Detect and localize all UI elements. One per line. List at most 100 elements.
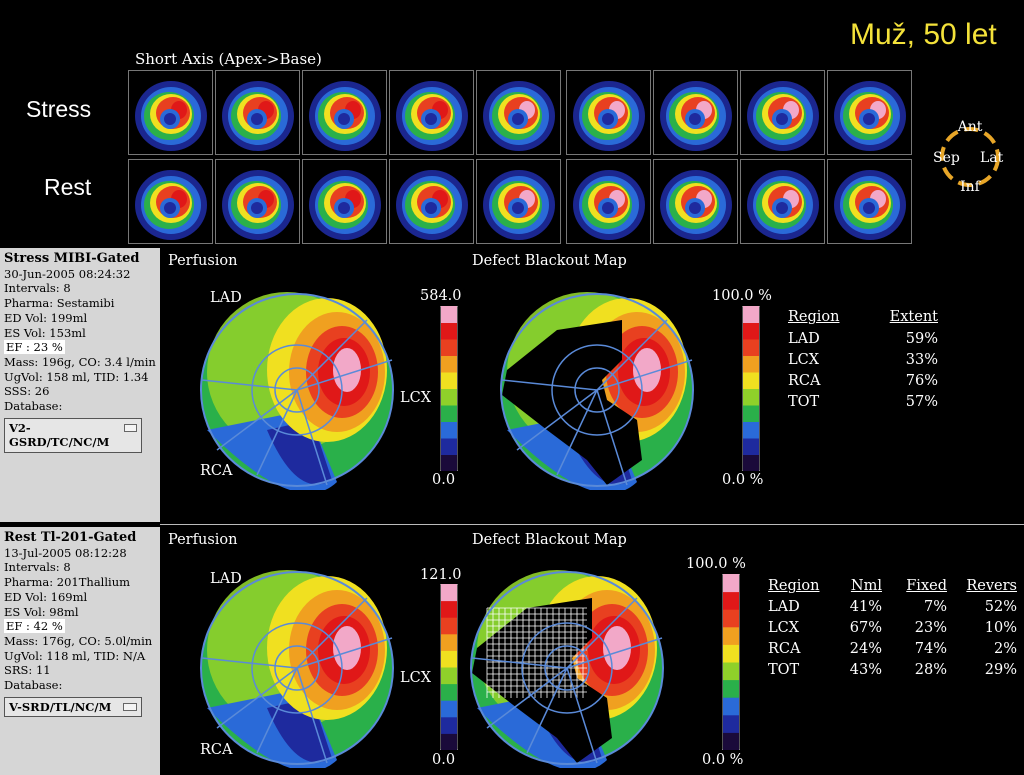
stress-header: Stress MIBI-Gated xyxy=(4,251,140,266)
table-cell: 7% xyxy=(923,599,947,615)
orient-sep: Sep xyxy=(933,150,960,166)
rest-date: 13-Jul-2005 08:12:28 xyxy=(4,545,127,560)
scale-band xyxy=(723,732,739,750)
rest-perfusion-polar-map xyxy=(200,570,394,768)
scale-band xyxy=(723,679,739,698)
scale-band xyxy=(441,322,457,340)
stress-database-label: Database: xyxy=(4,399,63,414)
rest-es-vol: ES Vol: 98ml xyxy=(4,604,79,619)
table-cell: LCX xyxy=(788,352,820,368)
stress-mass: Mass: 196g, CO: 3.4 l/min xyxy=(4,354,156,369)
short-axis-slice xyxy=(740,70,825,155)
table-header: Fixed xyxy=(906,578,947,594)
table-header-row: Region Nml Fixed Revers xyxy=(768,578,1017,594)
rest-database-value: V-SRD/TL/NC/M xyxy=(9,699,112,714)
short-axis-slice xyxy=(740,159,825,244)
short-axis-slice xyxy=(566,70,651,155)
scale-band xyxy=(723,591,739,610)
short-axis-slice xyxy=(302,70,387,155)
scale-band xyxy=(723,626,739,645)
scale-band xyxy=(723,662,739,681)
stress-score: SSS: 26 xyxy=(4,384,50,399)
rest-region-table: Region Nml Fixed Revers LAD 41% 7% 52% L… xyxy=(768,578,1017,678)
table-cell: 33% xyxy=(905,352,938,368)
stress-date: 30-Jun-2005 08:24:32 xyxy=(4,266,131,281)
table-cell: LAD xyxy=(768,599,800,615)
rest-intervals: Intervals: 8 xyxy=(4,560,71,575)
stress-pharma: Pharma: Sestamibi xyxy=(4,296,115,311)
stress-perfusion-title: Perfusion xyxy=(168,253,238,269)
defect-region xyxy=(502,320,642,485)
short-axis-slice xyxy=(566,159,651,244)
short-axis-slice xyxy=(827,159,912,244)
rest-ed-vol: ED Vol: 169ml xyxy=(4,589,88,604)
rest-rca-label: RCA xyxy=(200,742,233,758)
table-cell: 76% xyxy=(905,373,938,389)
orient-inf: Inf xyxy=(960,179,982,195)
scale-band xyxy=(743,388,759,406)
stress-ef: EF : 23 % xyxy=(4,340,65,355)
stress-info-panel: Stress MIBI-Gated 30-Jun-2005 08:24:32 I… xyxy=(0,248,160,522)
stress-defect-color-scale xyxy=(742,306,760,471)
stress-database-select[interactable]: V2-GSRD/TC/NC/M xyxy=(4,417,142,454)
table-row: LAD 41% 7% 52% xyxy=(768,599,1017,615)
stress-ed-vol: ED Vol: 199ml xyxy=(4,310,88,325)
scale-band xyxy=(723,697,739,716)
rest-lcx-label: LCX xyxy=(400,670,432,686)
short-axis-slice xyxy=(389,159,474,244)
scale-band xyxy=(441,733,457,750)
short-axis-title: Short Axis (Apex->Base) xyxy=(135,50,322,68)
row-label-rest: Rest xyxy=(44,174,92,200)
dropdown-arrow-icon xyxy=(123,702,137,711)
rest-color-scale xyxy=(440,584,458,750)
table-cell: 74% xyxy=(914,641,947,657)
stress-lcx-label: LCX xyxy=(400,390,432,406)
table-cell: TOT xyxy=(788,394,820,410)
rest-perfusion-title: Perfusion xyxy=(168,532,238,548)
table-header: Region xyxy=(788,309,840,325)
scale-band xyxy=(441,700,457,718)
short-axis-slices xyxy=(128,70,918,246)
scale-band xyxy=(441,650,457,668)
short-axis-slice xyxy=(302,159,387,244)
table-row: RCA 24% 74% 2% xyxy=(768,641,1017,657)
scale-band xyxy=(441,388,457,406)
segment-lines xyxy=(201,319,393,486)
table-cell: TOT xyxy=(768,662,800,678)
table-cell: 28% xyxy=(914,662,947,678)
scale-band xyxy=(743,372,759,389)
orientation-ring: Ant Sep Lat Inf xyxy=(933,119,1004,195)
scale-band xyxy=(441,716,457,734)
short-axis-slice xyxy=(827,70,912,155)
rest-database-select[interactable]: V-SRD/TL/NC/M xyxy=(4,696,142,718)
rest-defect-scale-min: 0.0 % xyxy=(702,752,744,768)
scale-band xyxy=(441,454,457,471)
table-cell: RCA xyxy=(768,641,801,657)
rest-defect-title: Defect Blackout Map xyxy=(472,532,627,548)
rest-lad-label: LAD xyxy=(210,571,242,587)
stress-defect-scale-min: 0.0 % xyxy=(722,472,764,488)
rest-mass: Mass: 176g, CO: 5.0l/min xyxy=(4,633,153,648)
table-cell: LCX xyxy=(768,620,800,636)
table-cell: 23% xyxy=(914,620,947,636)
table-row: TOT 57% xyxy=(788,394,938,410)
scale-band xyxy=(441,633,457,651)
rest-database-label: Database: xyxy=(4,678,63,693)
table-cell: 29% xyxy=(984,662,1017,678)
table-cell: 2% xyxy=(993,641,1017,657)
table-cell: 41% xyxy=(849,599,882,615)
scale-band xyxy=(441,683,457,701)
short-axis-slice xyxy=(389,70,474,155)
stress-region-table: Region Extent LAD 59% LCX 33% RCA 76% TO… xyxy=(788,309,938,410)
scale-band xyxy=(723,714,739,733)
rest-defect-color-scale xyxy=(722,574,740,750)
table-cell: 59% xyxy=(905,331,938,347)
rest-scale-max: 121.0 xyxy=(420,567,462,583)
stress-scale-max: 584.0 xyxy=(420,288,462,304)
table-row: TOT 43% 28% 29% xyxy=(768,662,1017,678)
table-row: RCA 76% xyxy=(788,373,938,389)
section-divider xyxy=(160,524,1024,525)
scale-band xyxy=(441,667,457,685)
short-axis-slice xyxy=(476,159,561,244)
table-cell: 43% xyxy=(849,662,882,678)
